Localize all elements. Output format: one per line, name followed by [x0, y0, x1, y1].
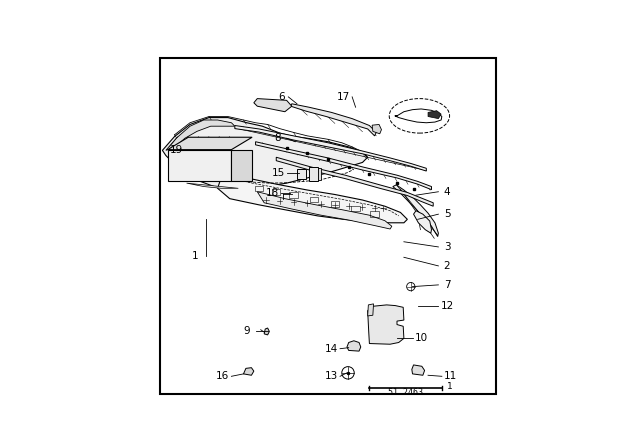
- Bar: [289, 193, 298, 198]
- Text: 5: 5: [444, 209, 451, 219]
- Polygon shape: [291, 104, 376, 136]
- Polygon shape: [166, 120, 235, 151]
- Text: 7: 7: [444, 280, 451, 290]
- Bar: [371, 211, 379, 216]
- Text: 13: 13: [325, 371, 338, 381]
- Polygon shape: [235, 125, 426, 171]
- Polygon shape: [255, 142, 431, 190]
- Polygon shape: [232, 150, 252, 181]
- Polygon shape: [257, 192, 392, 229]
- Text: 15: 15: [271, 168, 285, 178]
- Bar: [255, 185, 263, 191]
- Polygon shape: [254, 99, 292, 112]
- Polygon shape: [347, 341, 361, 351]
- Polygon shape: [264, 328, 269, 335]
- Polygon shape: [297, 169, 305, 179]
- Polygon shape: [428, 111, 441, 119]
- Text: 9: 9: [244, 327, 250, 336]
- Bar: [331, 201, 339, 207]
- Polygon shape: [168, 137, 252, 150]
- Text: 3: 3: [444, 242, 451, 252]
- Text: 8: 8: [275, 133, 282, 143]
- Polygon shape: [187, 183, 238, 188]
- Polygon shape: [276, 157, 433, 206]
- Polygon shape: [372, 125, 381, 134]
- Polygon shape: [367, 305, 404, 344]
- Polygon shape: [168, 150, 232, 181]
- Text: 18: 18: [266, 189, 280, 198]
- Polygon shape: [163, 117, 367, 188]
- Text: 11: 11: [444, 371, 457, 381]
- Text: 6: 6: [278, 92, 285, 102]
- Bar: [272, 189, 280, 194]
- Polygon shape: [367, 304, 374, 316]
- Text: 4: 4: [444, 187, 451, 197]
- Text: 17: 17: [337, 92, 350, 102]
- Polygon shape: [393, 185, 438, 237]
- Polygon shape: [413, 211, 431, 233]
- Text: 14: 14: [325, 344, 338, 354]
- Polygon shape: [309, 167, 317, 181]
- Text: 2: 2: [444, 261, 451, 271]
- Bar: [310, 197, 318, 202]
- Text: 10: 10: [415, 333, 428, 343]
- Bar: [351, 206, 360, 211]
- Text: 12: 12: [440, 301, 454, 310]
- Text: 16: 16: [216, 371, 229, 381]
- Text: 1: 1: [447, 382, 452, 391]
- Text: 51 2463: 51 2463: [388, 388, 423, 397]
- Polygon shape: [412, 365, 424, 375]
- Polygon shape: [243, 368, 254, 375]
- Polygon shape: [317, 168, 321, 181]
- Polygon shape: [218, 173, 407, 223]
- Text: 1: 1: [192, 250, 198, 261]
- Text: 19: 19: [170, 145, 183, 155]
